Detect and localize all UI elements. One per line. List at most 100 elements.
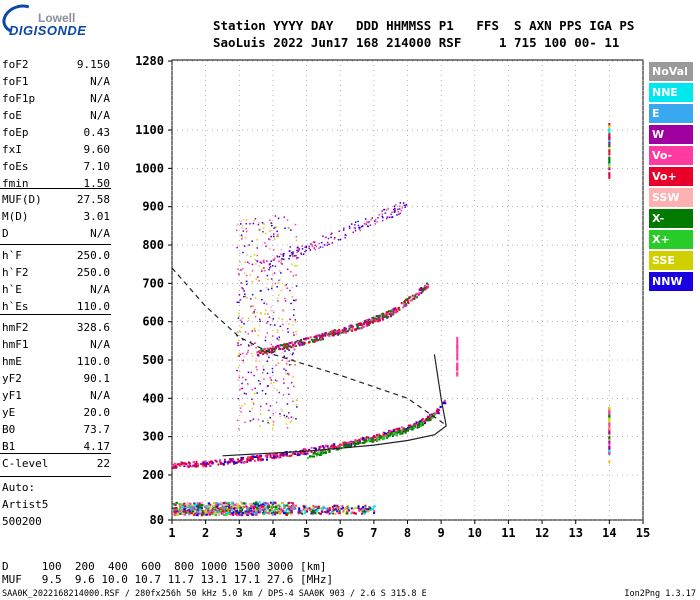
echo-point: [414, 293, 417, 296]
spread-echo: [254, 218, 257, 220]
echo-point: [357, 506, 360, 509]
spread-echo: [276, 255, 278, 257]
es-echo: [179, 504, 183, 507]
param-row-yf2: yF2 90.1: [2, 372, 110, 388]
spread-echo: [254, 392, 256, 395]
spread-echo: [242, 352, 244, 355]
spread-echo: [270, 343, 273, 346]
spread-echo: [369, 224, 372, 226]
echo-point: [408, 425, 411, 428]
es-echo: [173, 513, 176, 516]
echo-point: [258, 504, 261, 507]
spread-echo: [280, 253, 282, 255]
echo-point: [402, 306, 405, 309]
spread-echo: [288, 349, 290, 351]
es-echo: [279, 506, 283, 509]
echo-point: [383, 315, 386, 318]
spread-echo: [236, 301, 239, 303]
echo-point: [392, 308, 395, 311]
echo-point: [420, 291, 423, 294]
spread-echo: [280, 248, 282, 251]
spread-echo: [326, 241, 329, 244]
echo-point: [252, 456, 254, 459]
echo-point: [392, 430, 395, 433]
spread-echo: [277, 233, 279, 236]
x-tick-label: 12: [535, 526, 549, 540]
interference: [608, 161, 611, 165]
spread-echo: [268, 355, 270, 357]
spread-echo: [279, 325, 282, 328]
y-tick-label: 300: [142, 430, 164, 444]
spread-echo: [297, 257, 299, 259]
echo-point: [280, 454, 283, 457]
spread-echo: [305, 249, 307, 252]
echo-point: [221, 462, 224, 465]
es-echo: [269, 501, 273, 504]
spread-echo: [280, 289, 283, 292]
echo-point: [398, 308, 401, 311]
spread-echo: [272, 273, 274, 275]
spread-echo: [268, 422, 270, 425]
spread-echo: [318, 247, 320, 250]
es-echo: [253, 506, 256, 508]
spread-echo: [280, 262, 282, 264]
echo-point: [173, 507, 176, 510]
spread-echo: [253, 403, 255, 405]
spread-echo: [293, 314, 295, 316]
echo-point: [322, 450, 325, 453]
spread-echo: [238, 273, 240, 275]
echo-point: [421, 423, 424, 426]
echo-point: [404, 304, 407, 307]
echo-point: [456, 344, 459, 348]
spread-echo: [273, 257, 276, 260]
spread-echo: [285, 369, 287, 372]
spread-echo: [251, 407, 253, 410]
es-echo: [175, 513, 179, 516]
echo-point: [328, 507, 331, 510]
echo-point: [443, 399, 446, 402]
echo-point: [291, 452, 294, 455]
spread-echo: [370, 219, 372, 221]
spread-echo: [313, 247, 315, 249]
es-echo: [258, 509, 262, 512]
param-key: foEs: [2, 160, 29, 173]
y-tick-label: 700: [142, 276, 164, 290]
echo-point: [385, 435, 388, 438]
echo-point: [360, 507, 363, 510]
echo-point: [360, 327, 362, 330]
spread-echo: [294, 223, 297, 226]
spread-echo: [319, 246, 322, 248]
spread-echo: [381, 215, 384, 218]
echo-point: [399, 433, 401, 436]
spread-echo: [276, 337, 279, 340]
echo-point: [174, 509, 176, 511]
spread-echo: [242, 230, 245, 232]
echo-point: [364, 510, 367, 513]
es-echo: [198, 508, 202, 511]
echo-point: [324, 451, 327, 454]
echo-point: [395, 433, 398, 436]
echo-point: [420, 422, 423, 425]
spread-echo: [257, 380, 260, 382]
echo-point: [425, 418, 428, 421]
spread-echo: [271, 371, 274, 374]
spread-echo: [269, 219, 271, 221]
interference: [608, 431, 611, 435]
echo-point: [303, 447, 306, 450]
echo-point: [395, 308, 398, 311]
echo-point: [256, 351, 259, 354]
spread-echo: [263, 269, 266, 272]
echo-point: [431, 416, 434, 419]
echo-point: [193, 465, 196, 468]
spread-echo: [254, 315, 257, 318]
spread-echo: [237, 331, 239, 333]
echo-point: [377, 320, 380, 323]
param-row-foep: foEp 0.43: [2, 126, 110, 142]
echo-point: [266, 456, 269, 459]
echo-point: [424, 284, 426, 287]
echo-point: [373, 505, 376, 508]
echo-point: [385, 432, 388, 435]
echo-point: [310, 338, 313, 341]
echo-point: [403, 301, 406, 303]
echo-point: [366, 510, 368, 513]
